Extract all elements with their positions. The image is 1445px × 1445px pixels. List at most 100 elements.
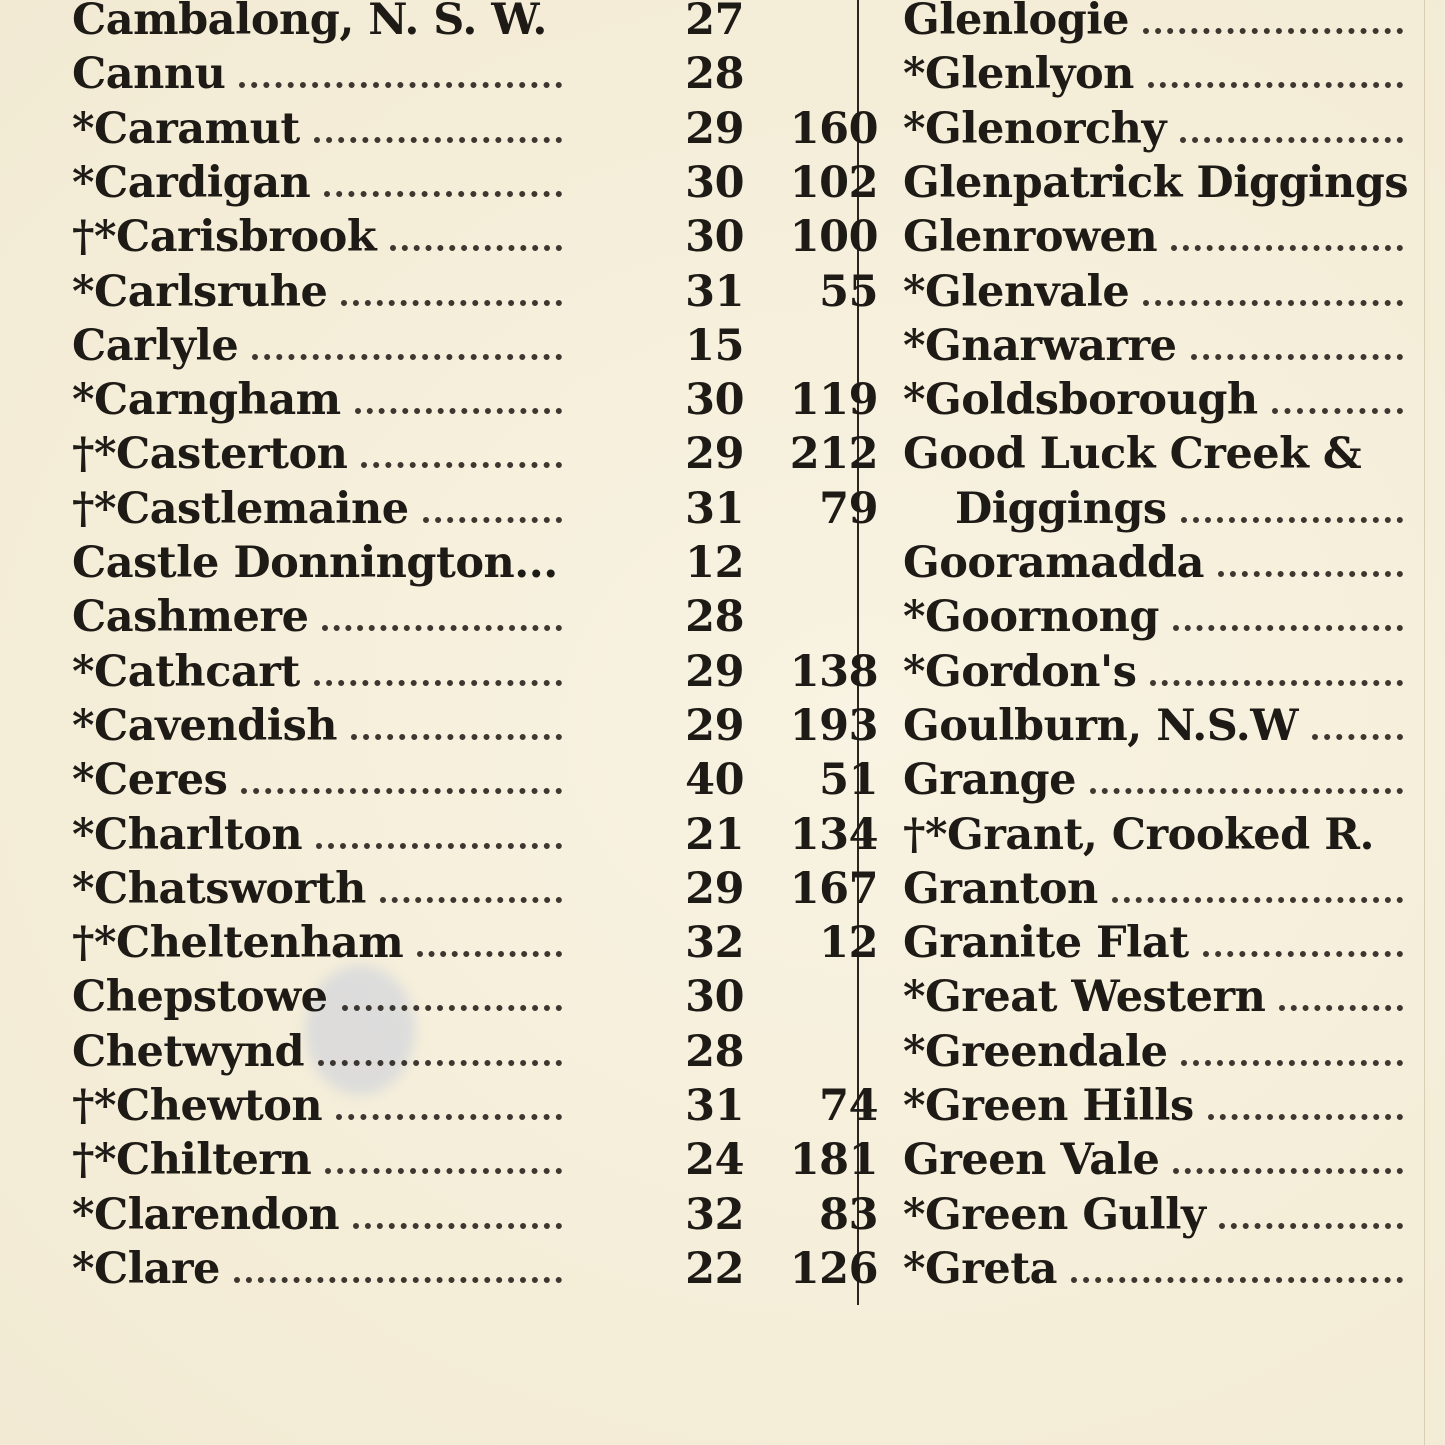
place-name: Granton [903, 863, 1098, 914]
entry-lead: *Caramut [72, 102, 562, 156]
place-name: Chepstowe [72, 972, 328, 1023]
index-entry: Chetwynd 28 [72, 1025, 807, 1079]
place-name: *Carngham [72, 375, 341, 426]
index-entry: *Cavendish 29 193 [72, 699, 879, 753]
index-entry: Cashmere 28 [72, 590, 807, 644]
page-number: 32 [685, 918, 744, 969]
place-name: Cashmere [72, 592, 309, 643]
index-entry: †*Grant, Crooked R. [903, 808, 1403, 862]
dot-leader [1271, 408, 1403, 415]
entry-lead: *Carlsruhe [72, 265, 562, 319]
place-name: *Glenlyon [903, 49, 1134, 100]
dot-leader [341, 1005, 562, 1012]
page-number: 29 [685, 863, 744, 914]
secondary-number: 212 [789, 429, 879, 480]
place-name: *Caramut [72, 103, 300, 154]
entry-lead: *Cathcart [72, 645, 562, 699]
index-entry: *Green Gully [903, 1188, 1403, 1242]
dot-leader [1181, 1059, 1403, 1066]
dot-leader [1089, 788, 1403, 795]
dot-leader [316, 842, 562, 849]
index-entry: Glenpatrick Diggings [903, 156, 1409, 210]
secondary-number: 55 [819, 266, 878, 317]
dot-leader [1147, 82, 1403, 89]
entry-lead: †*Castlemaine [72, 482, 562, 536]
place-name: *Ceres [72, 755, 228, 806]
page-number: 31 [685, 1081, 744, 1131]
page-number: 30 [685, 972, 744, 1023]
place-name: †*Grant, Crooked R. [903, 809, 1374, 860]
secondary-number: 119 [789, 375, 879, 426]
dot-leader [233, 1276, 562, 1283]
dot-leader [313, 136, 562, 143]
entry-lead: *Chatsworth [72, 862, 562, 916]
place-name: *Clare [72, 1243, 220, 1294]
dot-leader [1217, 571, 1403, 577]
dot-leader [353, 1222, 562, 1229]
place-name: *Glenvale [903, 266, 1130, 317]
place-name: †*Casterton [72, 429, 348, 480]
secondary-number: 100 [789, 212, 879, 263]
index-entry: Cambalong, N. S. W. 27 [72, 0, 807, 47]
page-number: 31 [685, 483, 744, 534]
index-entry: †*Chiltern 24 181 [72, 1133, 879, 1187]
index-entry: *Caramut 29 160 [72, 102, 879, 156]
place-name: *Cardigan [72, 157, 311, 208]
place-name: *Charlton [72, 809, 303, 860]
page-number: 28 [685, 49, 744, 100]
secondary-number: 12 [819, 918, 878, 969]
place-name: *Greendale [903, 1026, 1168, 1077]
secondary-number: 83 [819, 1189, 878, 1240]
page-number: 24 [685, 1135, 744, 1186]
place-name: *Gordon's [903, 646, 1137, 697]
index-entry: *Goornong [903, 590, 1403, 644]
paper-stain [305, 965, 415, 1095]
index-entry: *Gordon's [903, 645, 1403, 699]
secondary-number: 126 [789, 1243, 879, 1294]
dot-leader [322, 625, 562, 632]
index-entry: Castle Donnington... 12 [72, 536, 807, 590]
dot-leader [336, 1114, 562, 1120]
place-name: †*Cheltenham [72, 918, 404, 969]
place-name: †*Chiltern [72, 1135, 312, 1186]
index-entry: *Great Western [903, 970, 1403, 1024]
index-entry: Granton [903, 862, 1403, 916]
index-entry: *Glenorchy [903, 102, 1403, 156]
place-name: Castle Donnington... [72, 538, 558, 588]
index-entry: Cannu 28 [72, 47, 807, 101]
page-number: 30 [685, 157, 744, 208]
index-entry: Grange [903, 753, 1403, 807]
place-name: Granite Flat [903, 918, 1189, 969]
dot-leader [1070, 1276, 1403, 1283]
index-entry: Carlyle 15 [72, 319, 807, 373]
page-edge-line [1424, 0, 1425, 1445]
entry-lead: *Cardigan [72, 156, 562, 210]
page-number: 29 [685, 103, 744, 154]
index-entry: †*Casterton 29 212 [72, 427, 879, 481]
dot-leader [1207, 1114, 1403, 1120]
index-entry: *Ceres 40 51 [72, 753, 879, 807]
entry-lead: *Clare [72, 1242, 562, 1296]
entry-lead: Castle Donnington... [72, 536, 562, 590]
index-entry: Glenrowen [903, 210, 1403, 264]
index-entry: †*Castlemaine 31 79 [72, 482, 879, 536]
place-name: Goulburn, N.S.W [903, 700, 1299, 751]
secondary-number: 51 [819, 755, 878, 806]
dot-leader [1279, 1005, 1403, 1012]
index-entry: *Goldsborough [903, 373, 1403, 427]
entry-lead: †*Chewton [72, 1079, 562, 1133]
dot-leader [313, 679, 562, 686]
index-entry: *Glenvale [903, 265, 1403, 319]
page-number: 40 [685, 755, 744, 806]
index-entry: *Charlton 21 134 [72, 808, 879, 862]
page-number: 28 [685, 1026, 744, 1077]
dot-leader [351, 733, 562, 740]
entry-lead: †*Casterton [72, 427, 562, 481]
place-name: Cambalong, N. S. W. [72, 0, 547, 45]
dot-leader [1150, 679, 1403, 686]
place-name: *Chatsworth [72, 863, 366, 914]
place-name: *Carlsruhe [72, 266, 328, 317]
entry-lead: Chetwynd [72, 1025, 562, 1079]
entry-lead: †*Carisbrook [72, 210, 562, 264]
